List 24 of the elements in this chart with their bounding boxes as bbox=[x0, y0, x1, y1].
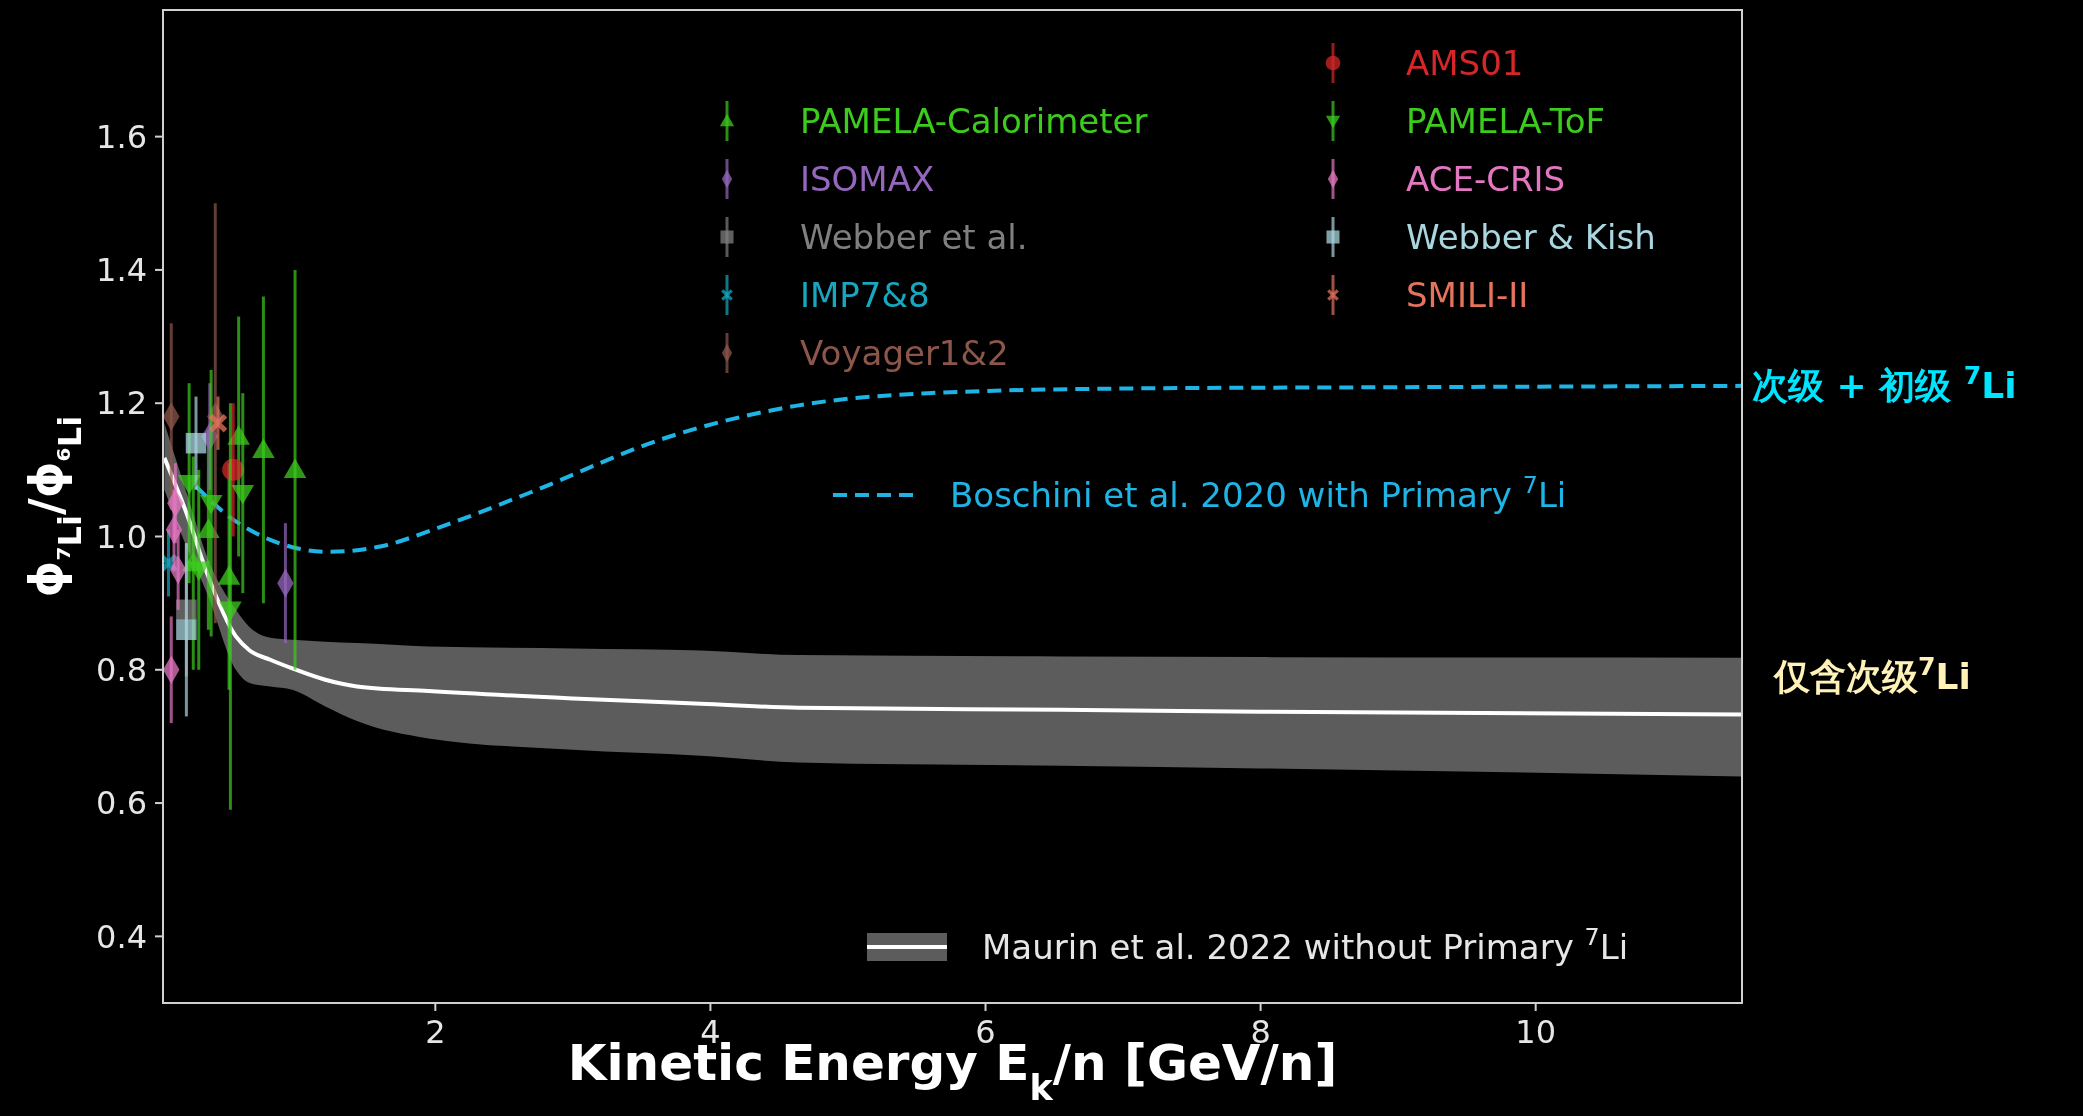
x-tick-label: 6 bbox=[975, 1013, 996, 1051]
y-tick-label: 1.4 bbox=[96, 251, 147, 290]
y-tick-label: 0.8 bbox=[96, 650, 147, 689]
legend-label: ACE-CRIS bbox=[1406, 158, 1566, 199]
y-tick-label: 1.0 bbox=[96, 517, 147, 556]
legend-label: PAMELA-ToF bbox=[1406, 100, 1606, 141]
y-tick-label: 0.4 bbox=[96, 917, 147, 956]
annotation: 次级 + 初级 $^{7}$Li bbox=[1752, 360, 2017, 407]
legend-label: Maurin et al. 2022 without Primary $^{7}$Li bbox=[982, 922, 1629, 967]
legend-label: IMP7&8 bbox=[800, 274, 930, 315]
legend-label: Webber et al. bbox=[800, 216, 1028, 257]
y-tick-label: 1.2 bbox=[96, 384, 147, 423]
x-tick-label: 2 bbox=[425, 1013, 446, 1051]
y-tick-label: 0.6 bbox=[96, 784, 147, 823]
legend-label: Webber & Kish bbox=[1406, 216, 1656, 257]
legend-label: Boschini et al. 2020 with Primary $^{7}$Li bbox=[950, 470, 1567, 515]
legend-label: Voyager1&2 bbox=[800, 332, 1009, 373]
annotation: 仅含次级$^{7}$Li bbox=[1772, 651, 1971, 698]
x-tick-label: 10 bbox=[1515, 1013, 1557, 1051]
legend-label: ISOMAX bbox=[800, 158, 935, 199]
legend-label: SMILI-II bbox=[1406, 274, 1529, 315]
legend-label: PAMELA-Calorimeter bbox=[800, 100, 1148, 141]
legend-label: AMS01 bbox=[1406, 42, 1524, 83]
y-tick-label: 1.6 bbox=[96, 117, 147, 156]
